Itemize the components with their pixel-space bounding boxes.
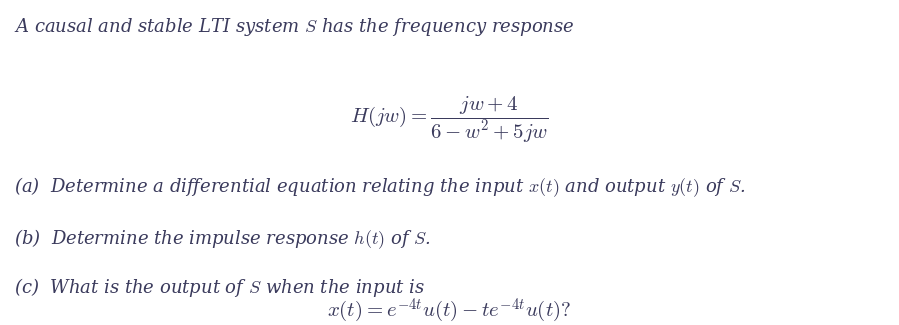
Text: (c)  What is the output of $S$ when the input is: (c) What is the output of $S$ when the i… (14, 276, 425, 299)
Text: (a)  Determine a differential equation relating the input $x(t)$ and output $y(t: (a) Determine a differential equation re… (14, 176, 746, 199)
Text: $x(t) = e^{-4t}u(t) - te^{-4t}u(t)?$: $x(t) = e^{-4t}u(t) - te^{-4t}u(t)?$ (327, 297, 572, 325)
Text: (b)  Determine the impulse response $h(t)$ of $S$.: (b) Determine the impulse response $h(t)… (14, 227, 432, 251)
Text: $H(jw) = \dfrac{jw + 4}{6 - w^2 + 5jw}$: $H(jw) = \dfrac{jw + 4}{6 - w^2 + 5jw}$ (351, 94, 548, 145)
Text: A causal and stable LTI system $S$ has the frequency response: A causal and stable LTI system $S$ has t… (14, 16, 575, 38)
